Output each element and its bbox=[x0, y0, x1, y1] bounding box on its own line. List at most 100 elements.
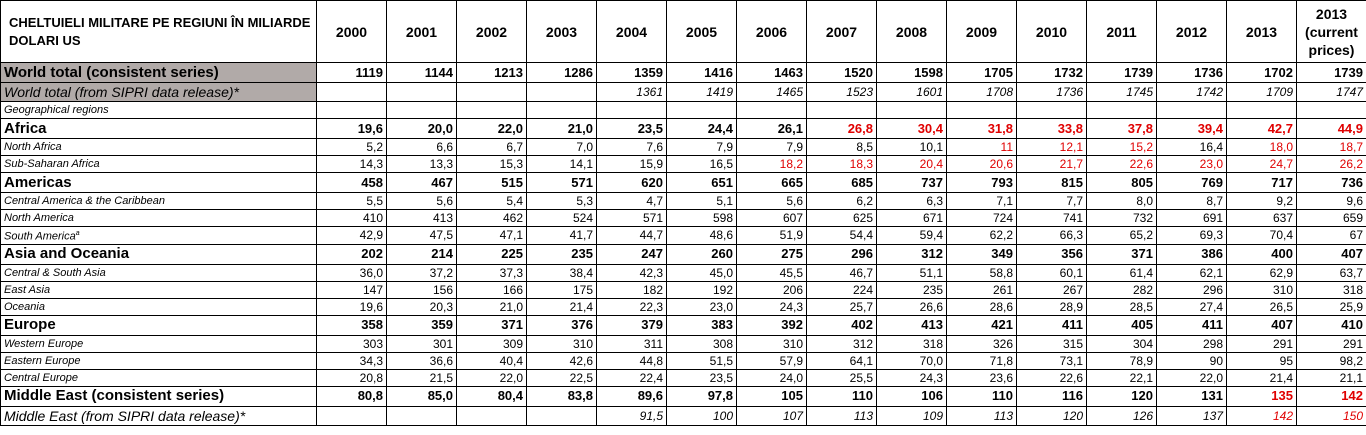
table-cell: 150 bbox=[1296, 405, 1366, 426]
table-cell: 315 bbox=[1016, 334, 1087, 353]
table-cell bbox=[526, 405, 597, 426]
column-header: 2000 bbox=[316, 0, 387, 63]
table-cell: 25,9 bbox=[1296, 297, 1366, 316]
table-cell: 383 bbox=[666, 314, 737, 336]
table-cell: 5,1 bbox=[666, 192, 737, 210]
table-cell: 91,5 bbox=[596, 405, 667, 426]
table-cell: 26,2 bbox=[1296, 155, 1366, 173]
table-cell: 301 bbox=[386, 334, 457, 353]
table-cell: 113 bbox=[946, 405, 1017, 426]
table-cell: 261 bbox=[946, 280, 1017, 299]
table-cell: 5,5 bbox=[316, 192, 387, 210]
table-cell: 1361 bbox=[596, 82, 667, 102]
table-cell: 98,2 bbox=[1296, 351, 1366, 370]
table-cell: 5,4 bbox=[456, 192, 527, 210]
row-label: Europe bbox=[0, 314, 317, 336]
table-cell: 42,3 bbox=[596, 263, 667, 282]
table-cell: 14,3 bbox=[316, 155, 387, 173]
row-label: Central Europe bbox=[0, 368, 317, 387]
table-cell: 9,2 bbox=[1226, 192, 1297, 210]
column-header: 2008 bbox=[876, 0, 947, 63]
data-table: CHELTUIELI MILITARE PE REGIUNI ÎN MILIAR… bbox=[0, 0, 1366, 426]
table-cell: 410 bbox=[1296, 314, 1366, 336]
table-cell: 303 bbox=[316, 334, 387, 353]
table-cell: 18,3 bbox=[806, 155, 877, 173]
table-cell: 54,4 bbox=[806, 226, 877, 245]
table-cell: 651 bbox=[666, 172, 737, 193]
table-cell: 80,8 bbox=[316, 385, 387, 407]
table-row: World total (from SIPRI data release)* 13… bbox=[0, 82, 1366, 102]
table-cell: 7,7 bbox=[1016, 192, 1087, 210]
row-label-text: World total (consistent series) bbox=[4, 63, 219, 81]
table-cell: 620 bbox=[596, 172, 667, 193]
table-cell: 235 bbox=[526, 243, 597, 265]
table-cell: 69,3 bbox=[1156, 226, 1227, 245]
table-cell bbox=[1086, 101, 1157, 119]
row-label-text: North Africa bbox=[4, 141, 62, 153]
table-cell: 58,8 bbox=[946, 263, 1017, 282]
table-cell: 60,1 bbox=[1016, 263, 1087, 282]
table-cell: 21,5 bbox=[386, 368, 457, 387]
table-cell: 224 bbox=[806, 280, 877, 299]
column-header: 2012 bbox=[1156, 0, 1227, 63]
table-cell: 85,0 bbox=[386, 385, 457, 407]
table-title: CHELTUIELI MILITARE PE REGIUNI ÎN MILIAR… bbox=[0, 0, 317, 63]
table-cell bbox=[1016, 101, 1087, 119]
table-cell: 19,6 bbox=[316, 118, 387, 139]
table-cell: 359 bbox=[386, 314, 457, 336]
table-cell: 63,7 bbox=[1296, 263, 1366, 282]
table-cell: 691 bbox=[1156, 209, 1227, 227]
table-row: Americas 458 467 515 571 620 651 665 685 737 793 81… bbox=[0, 172, 1366, 193]
table-cell: 38,4 bbox=[526, 263, 597, 282]
table-cell: 4,7 bbox=[596, 192, 667, 210]
table-cell: 20,6 bbox=[946, 155, 1017, 173]
row-label: World total (consistent series) bbox=[0, 62, 317, 83]
table-cell: 182 bbox=[596, 280, 667, 299]
column-header: 2010 bbox=[1016, 0, 1087, 63]
table-row: South Americaa 42,9 47,5 47,1 41,7 44,7 48,6 51… bbox=[0, 226, 1366, 245]
table-cell: 51,9 bbox=[736, 226, 807, 245]
table-row: Western Europe 303 301 309 310 311 308 310 312 31… bbox=[0, 334, 1366, 353]
table-cell: 14,1 bbox=[526, 155, 597, 173]
table-cell: 515 bbox=[456, 172, 527, 193]
row-label-text: Americas bbox=[4, 173, 72, 191]
table-cell: 267 bbox=[1016, 280, 1087, 299]
table-cell: 21,0 bbox=[526, 118, 597, 139]
table-cell: 78,9 bbox=[1086, 351, 1157, 370]
table-cell: 166 bbox=[456, 280, 527, 299]
table-cell: 30,4 bbox=[876, 118, 947, 139]
table-cell: 296 bbox=[1156, 280, 1227, 299]
table-cell bbox=[526, 101, 597, 119]
table-cell: 371 bbox=[456, 314, 527, 336]
column-header: 2009 bbox=[946, 0, 1017, 63]
table-cell: 20,3 bbox=[386, 297, 457, 316]
table-cell: 235 bbox=[876, 280, 947, 299]
column-header: 2007 bbox=[806, 0, 877, 63]
table-row: North America 410 413 462 524 571 598 607 625 671… bbox=[0, 209, 1366, 227]
table-cell: 106 bbox=[876, 385, 947, 407]
table-cell: 156 bbox=[386, 280, 457, 299]
table-row: Geographical regions bbox=[0, 101, 1366, 119]
row-label-text: Geographical regions bbox=[4, 104, 109, 116]
table-cell: 1119 bbox=[316, 62, 387, 83]
table-cell: 20,8 bbox=[316, 368, 387, 387]
table-cell: 16,4 bbox=[1156, 138, 1227, 156]
table-cell bbox=[1156, 101, 1227, 119]
row-label: Geographical regions bbox=[0, 101, 317, 119]
row-label: East Asia bbox=[0, 280, 317, 299]
table-cell: 25,5 bbox=[806, 368, 877, 387]
row-label: Western Europe bbox=[0, 334, 317, 353]
row-label-text: East Asia bbox=[4, 283, 51, 296]
table-cell: 6,6 bbox=[386, 138, 457, 156]
table-row: Sub-Saharan Africa 14,3 13,3 15,3 14,1 15,9 16… bbox=[0, 155, 1366, 173]
table-cell: 411 bbox=[1016, 314, 1087, 336]
table-cell: 65,2 bbox=[1086, 226, 1157, 245]
table-cell: 51,5 bbox=[666, 351, 737, 370]
table-cell: 6,7 bbox=[456, 138, 527, 156]
table-cell: 793 bbox=[946, 172, 1017, 193]
table-cell: 5,6 bbox=[386, 192, 457, 210]
table-cell: 421 bbox=[946, 314, 1017, 336]
row-label-text: Central & South Asia bbox=[4, 266, 106, 279]
table-cell bbox=[316, 405, 387, 426]
